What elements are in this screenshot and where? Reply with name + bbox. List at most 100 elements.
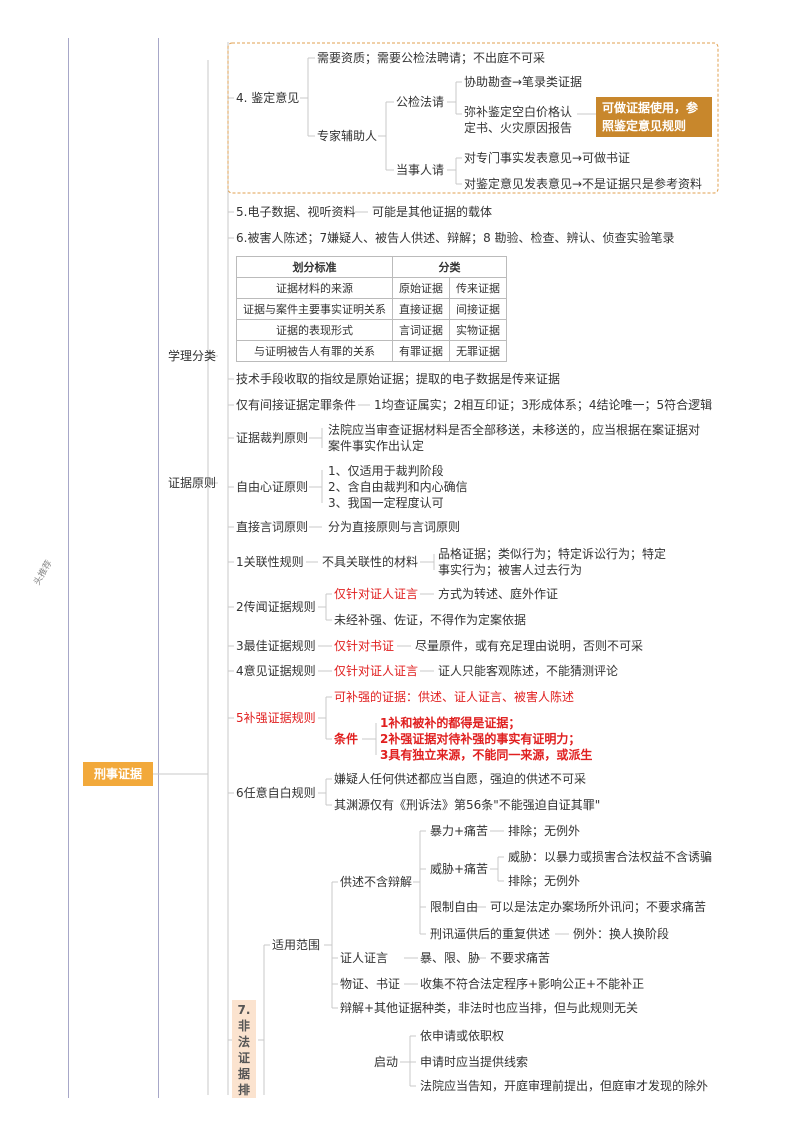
feifa-wuzheng: 物证、书证 <box>340 977 401 991</box>
table-row: 与证明被告人有罪的关系 有罪证据 无罪证据 <box>236 340 507 362</box>
sec4-expert[interactable]: 专家辅助人 <box>317 129 378 143</box>
sec4-note-box: 可做证据使用，参 照鉴定意见规则 <box>596 97 712 137</box>
rule-2[interactable]: 2传闻证据规则 <box>236 600 316 614</box>
table-head-class: 分类 <box>392 256 507 278</box>
table-cell: 与证明被告人有罪的关系 <box>236 340 393 362</box>
feifa-g2-a: 威胁：以暴力或损害合法权益不含诱骗 <box>508 850 713 864</box>
rule-7-char: 7. <box>237 1003 251 1017</box>
table-row: 证据与案件主要事实证明关系 直接证据 间接证据 <box>236 298 507 320</box>
yuanze-caipan-1: 法院应当审查证据材料是否全部移送，未移送的，应当根据在案证据对 <box>328 423 701 437</box>
rule-7-char: 证 <box>237 1051 250 1065</box>
rule-1-b2: 事实行为；被害人过去行为 <box>438 563 583 577</box>
table-cell: 无罪证据 <box>449 340 507 362</box>
sec4-fill-line1: 弥补鉴定空白价格认 <box>464 105 573 119</box>
rule-7-char: 非 <box>237 1019 250 1033</box>
sec4-assist: 协助勘查→笔录类证据 <box>464 75 583 89</box>
rule-6-b: 其渊源仅有《刑诉法》第56条"不能强迫自证其罪" <box>334 798 601 812</box>
classification-table: 划分标准 分类 证据材料的来源 原始证据 传来证据 证据与案件主要事实证明关系 … <box>236 256 507 362</box>
feifa-g2-b: 排除；无例外 <box>508 874 581 888</box>
rule-5-c2: 2补强证据对待补强的事实有证明力； <box>380 732 581 746</box>
rule-1[interactable]: 1关联性规则 <box>236 555 304 569</box>
root-label: 刑事证据 <box>93 767 142 781</box>
yuanze-label[interactable]: 证据原则 <box>168 476 217 490</box>
root-node[interactable]: 刑事证据 <box>83 762 153 786</box>
feifa-scope[interactable]: 适用范围 <box>272 938 321 952</box>
feifa-bianjie: 辩解+其他证据种类，非法时也应当排，但与此规则无关 <box>340 1001 639 1015</box>
feifa-g1: 暴力+痛苦 <box>430 824 489 838</box>
table-cell: 证据的表现形式 <box>236 319 393 341</box>
table-row: 证据材料的来源 原始证据 传来证据 <box>236 277 507 299</box>
note-line2: 照鉴定意见规则 <box>602 119 687 133</box>
rule-7-char: 据 <box>237 1067 250 1081</box>
table-cell: 直接证据 <box>392 298 450 320</box>
yuanze-caipan[interactable]: 证据裁判原则 <box>236 431 309 445</box>
feifa-g4: 刑讯逼供后的重复供述 <box>430 927 551 941</box>
feifa-g4-value: 例外：换人换阶段 <box>573 927 670 941</box>
rule-7-char: 法 <box>237 1035 250 1049</box>
table-cell: 传来证据 <box>449 277 507 299</box>
rule-7-char: 排 <box>237 1083 250 1097</box>
xueli-indirect-value: 1均查证属实；2相互印证；3形成体系；4结论唯一；5符合逻辑 <box>374 398 713 412</box>
sec4-party[interactable]: 当事人请 <box>396 163 445 177</box>
feifa-wuzheng-value: 收集不符合法定程序+影响公正+不能补正 <box>420 977 645 991</box>
outer-border-right <box>158 38 159 1098</box>
xueli-label[interactable]: 学理分类 <box>168 349 217 363</box>
rule-6[interactable]: 6任意自白规则 <box>236 786 316 800</box>
feifa-g2: 威胁+痛苦 <box>430 862 489 876</box>
sec4-label[interactable]: 4. 鉴定意见 <box>236 91 300 105</box>
rule-3[interactable]: 3最佳证据规则 <box>236 639 316 653</box>
feifa-q2: 申请时应当提供线索 <box>420 1055 529 1069</box>
feifa-zhengren-a: 暴、限、胁 <box>420 951 481 965</box>
rule-6-a: 嫌疑人任何供述都应当自愿，强迫的供述不可采 <box>334 772 587 786</box>
rule-4[interactable]: 4意见证据规则 <box>236 664 316 678</box>
table-cell: 证据与案件主要事实证明关系 <box>236 298 393 320</box>
sec5-label[interactable]: 5.电子数据、视听资料 <box>236 205 356 219</box>
sec4-requirement: 需要资质；需要公检法聘请；不出庭不可采 <box>317 51 546 65</box>
table-cell: 实物证据 <box>449 319 507 341</box>
rule-7-node[interactable]: 7. 非 法 证 据 排 <box>232 1000 256 1098</box>
sec4-party-1: 对专门事实发表意见→可做书证 <box>464 151 631 165</box>
yuanze-ziyou-1: 1、仅适用于裁判阶段 <box>328 464 444 478</box>
xueli-tech: 技术手段收取的指纹是原始证据；提取的电子数据是传来证据 <box>236 372 561 386</box>
feifa-q3: 法院应当告知，开庭审理前提出，但庭审才发现的除外 <box>420 1079 709 1093</box>
rule-3-a-value: 尽量原件，或有充足理由说明，否则不可采 <box>415 639 644 653</box>
rule-4-a: 仅针对证人证言 <box>334 664 419 678</box>
outer-border-left <box>68 38 69 1098</box>
sec4-gongjian[interactable]: 公检法请 <box>396 95 445 109</box>
xueli-indirect[interactable]: 仅有间接证据定罪条件 <box>236 398 357 412</box>
rule-5[interactable]: 5补强证据规则 <box>236 711 316 725</box>
table-cell: 证据材料的来源 <box>236 277 393 299</box>
feifa-g1-value: 排除；无例外 <box>508 824 581 838</box>
feifa-gongshu[interactable]: 供述不含辩解 <box>340 875 413 889</box>
yuanze-zhijie[interactable]: 直接言词原则 <box>236 520 309 534</box>
rule-5-condition: 条件 <box>334 732 359 746</box>
yuanze-ziyou-2: 2、含自由裁判和内心确信 <box>328 480 468 494</box>
rule-4-a-value: 证人只能客观陈述，不能猜测评论 <box>438 664 619 678</box>
rule-5-c1: 1补和被补的都得是证据； <box>380 716 521 730</box>
feifa-zhengren-b: 不要求痛苦 <box>490 951 551 965</box>
rule-5-a: 可补强的证据：供述、证人证言、被害人陈述 <box>334 690 575 704</box>
rule-2-b: 未经补强、佐证，不得作为定案依据 <box>334 613 527 627</box>
feifa-q1: 依申请或依职权 <box>420 1029 505 1043</box>
rule-2-a: 仅针对证人证言 <box>334 587 419 601</box>
feifa-g3-value: 可以是法定办案场所外讯问；不要求痛苦 <box>490 900 707 914</box>
rule-5-c3: 3具有独立来源，不能同一来源，或派生 <box>380 748 593 762</box>
rule-3-a: 仅针对书证 <box>334 639 395 653</box>
yuanze-ziyou[interactable]: 自由心证原则 <box>236 480 309 494</box>
table-cell: 间接证据 <box>449 298 507 320</box>
feifa-qidong[interactable]: 启动 <box>374 1055 399 1069</box>
note-line1: 可做证据使用，参 <box>602 101 699 115</box>
yuanze-zhijie-value: 分为直接原则与言词原则 <box>328 520 461 534</box>
sec6-label[interactable]: 6.被害人陈述；7嫌疑人、被告人供述、辩解；8 勘验、检查、辨认、侦查实验笔录 <box>236 231 675 245</box>
sec5-value: 可能是其他证据的载体 <box>372 205 493 219</box>
yuanze-caipan-2: 案件事实作出认定 <box>328 439 425 453</box>
yuanze-ziyou-3: 3、我国一定程度认可 <box>328 496 444 510</box>
table-cell: 原始证据 <box>392 277 450 299</box>
rule-1-a: 不具关联性的材料 <box>322 555 419 569</box>
sec4-party-2: 对鉴定意见发表意见→不是证据只是参考资料 <box>464 177 703 191</box>
table-head-standard: 划分标准 <box>236 256 393 278</box>
rule-1-b1: 品格证据；类似行为；特定诉讼行为；特定 <box>438 547 667 561</box>
rule-2-a-value: 方式为转述、庭外作证 <box>438 587 559 601</box>
table-cell: 言词证据 <box>392 319 450 341</box>
